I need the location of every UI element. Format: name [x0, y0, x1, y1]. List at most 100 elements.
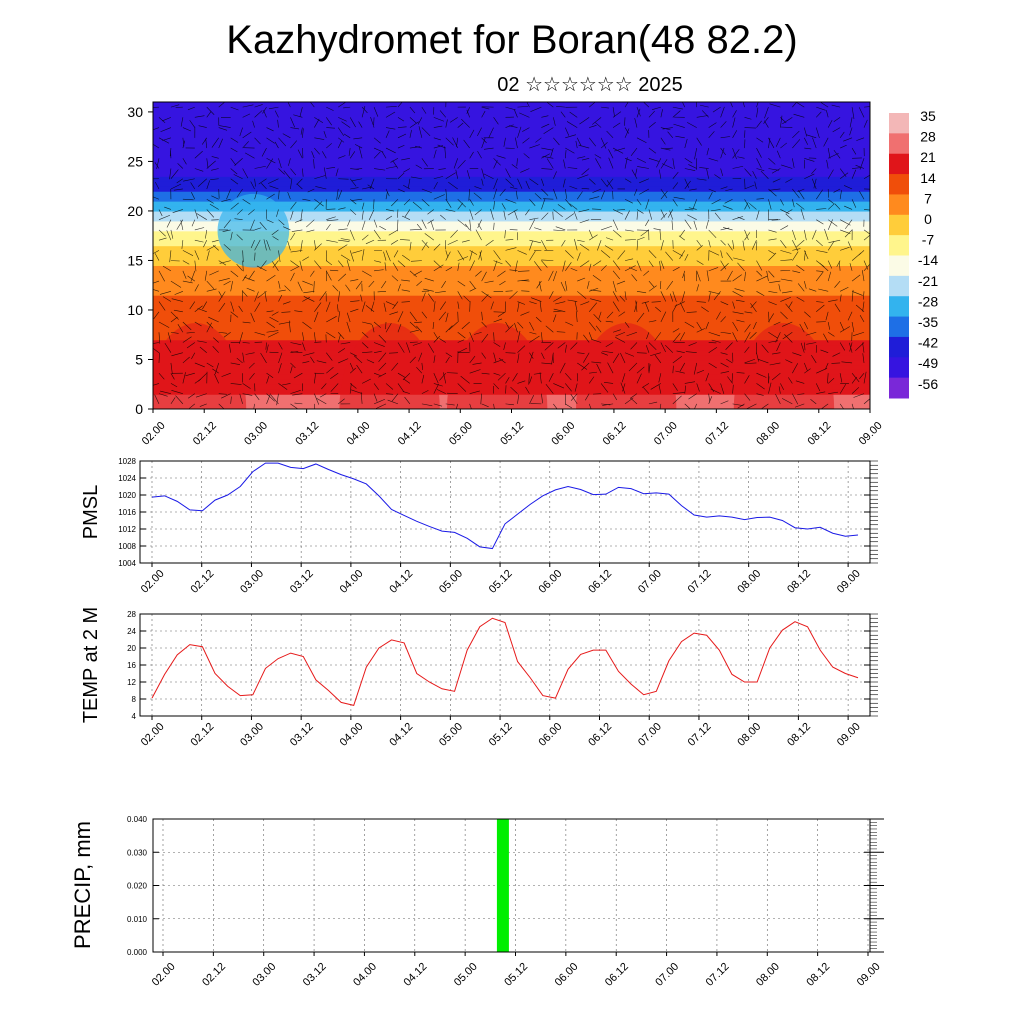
wind-barb [223, 280, 231, 286]
wind-barb [242, 383, 251, 389]
wind-barb [689, 188, 697, 191]
wind-barb [276, 393, 279, 406]
wind-barb [565, 147, 575, 154]
wind-barb [466, 109, 470, 118]
wind-barb [716, 311, 721, 320]
wind-barb [804, 173, 815, 180]
wind-barb [792, 251, 799, 261]
wind-barb [612, 270, 621, 280]
wind-barb [756, 291, 765, 296]
x-tick-label: 04.12 [387, 721, 415, 749]
heatmap-band [153, 265, 870, 271]
wind-barb [230, 147, 238, 153]
wind-barb [385, 301, 396, 306]
wind-barb [340, 342, 351, 345]
wind-barb [314, 201, 323, 210]
wind-barb [269, 351, 279, 354]
wind-barb [191, 192, 196, 200]
wind-barb [541, 188, 549, 196]
wind-barb [672, 171, 679, 179]
wind-barb [326, 366, 334, 374]
wind-barb [445, 251, 451, 261]
wind-barb [493, 342, 501, 347]
wind-barb [481, 168, 485, 179]
wind-barb [612, 353, 620, 364]
wind-barb [306, 229, 315, 233]
wind-barb [708, 291, 721, 295]
colorbar-label: -42 [918, 335, 938, 351]
wind-barb [182, 336, 192, 343]
wind-barb [302, 352, 315, 356]
wind-barb [775, 137, 781, 147]
colorbar-label: 35 [920, 108, 936, 124]
wind-barb [588, 178, 596, 185]
wind-barb [469, 355, 476, 364]
wind-barb [277, 119, 279, 128]
wind-barb [675, 135, 685, 139]
wind-barb [720, 400, 729, 405]
wind-barb [254, 178, 256, 187]
wind-barb [378, 362, 387, 371]
wind-barb [337, 127, 345, 137]
wind-barb [481, 106, 490, 110]
wind-barb [230, 280, 233, 292]
wind-barb [732, 291, 743, 297]
wind-barb [263, 239, 267, 251]
wind-barb [598, 311, 602, 319]
heatmap-y-tick-label: 15 [127, 252, 143, 268]
wind-barb [481, 294, 489, 302]
wind-barb [158, 332, 161, 344]
wind-barb [553, 229, 565, 232]
wind-barb [299, 107, 303, 117]
wind-barb [384, 262, 387, 271]
wind-barb [302, 168, 304, 177]
wind-barb [742, 102, 745, 108]
wind-barb [350, 352, 358, 357]
y-tick-label: 1016 [118, 508, 136, 517]
wind-barb [266, 274, 276, 282]
wind-barb [290, 140, 298, 149]
wind-barb [624, 102, 629, 108]
wind-barb [156, 158, 160, 169]
wind-barb [780, 225, 789, 231]
wind-barb [564, 150, 567, 159]
wind-barb [198, 372, 207, 382]
wind-barb [212, 368, 219, 374]
wind-barb [744, 375, 750, 384]
wind-barb [271, 229, 279, 236]
wind-barb [190, 270, 196, 282]
wind-barb [780, 199, 784, 206]
wind-barb [529, 352, 534, 359]
wind-barb [660, 342, 666, 353]
wind-barb [672, 328, 680, 333]
wind-barb [752, 171, 757, 179]
wind-barb [518, 270, 530, 272]
wind-barb [590, 289, 602, 292]
wind-barb [816, 208, 827, 210]
wind-barb [258, 178, 267, 185]
heatmap-band [153, 136, 870, 143]
wind-barb [750, 303, 757, 312]
wind-barb [825, 311, 829, 321]
wind-barb [288, 320, 291, 333]
wind-barb [315, 186, 327, 190]
wind-barb [153, 280, 160, 284]
wind-barb [679, 332, 686, 341]
wind-barb [337, 332, 345, 340]
wind-barb [708, 250, 720, 256]
wind-barb [780, 297, 791, 302]
wind-barb [665, 251, 674, 261]
wind-barb [556, 331, 566, 333]
wind-barb [828, 391, 839, 394]
wind-barb [194, 150, 203, 159]
wind-barb [720, 227, 730, 231]
wind-barb [361, 332, 369, 338]
wind-barb [708, 362, 717, 369]
colorbar-label: -35 [918, 314, 938, 330]
wind-barb [744, 232, 751, 241]
wind-barb [806, 342, 817, 345]
wind-barb [397, 133, 407, 139]
wind-barb [158, 137, 170, 144]
wind-barb [433, 125, 443, 128]
wind-barb [724, 198, 733, 204]
